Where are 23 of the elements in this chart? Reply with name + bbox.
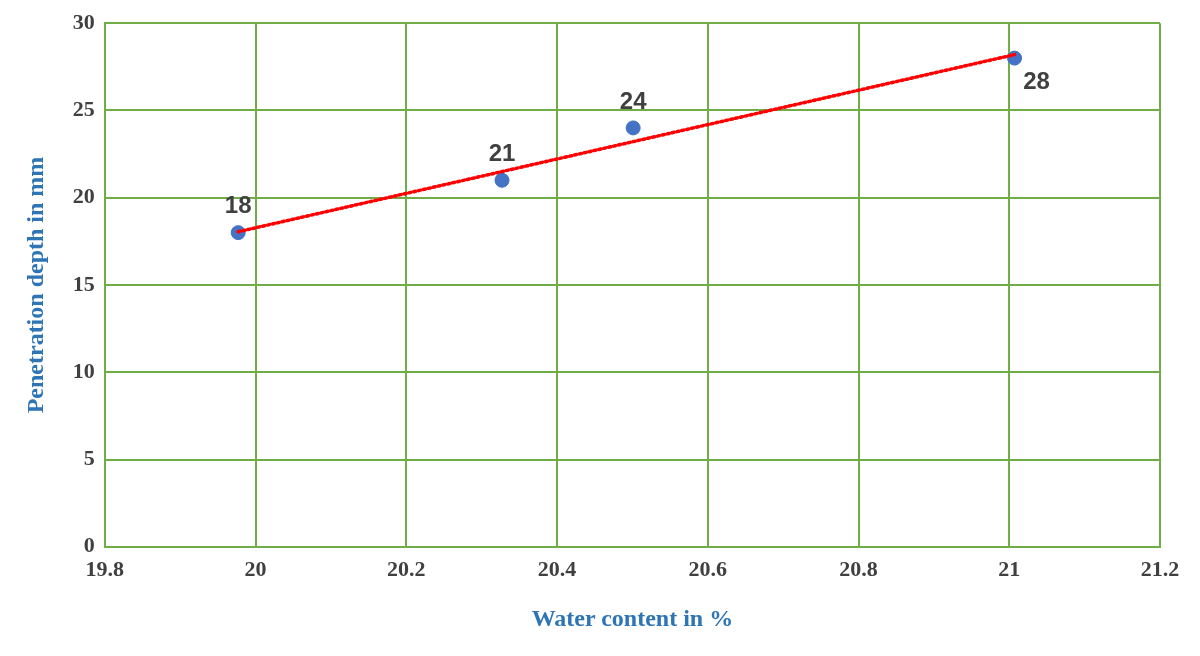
data-label: 24 <box>619 86 648 114</box>
x-axis-title: Water content in % <box>531 604 734 631</box>
x-tick-label: 21 <box>998 555 1021 581</box>
y-tick-label: 25 <box>72 96 95 122</box>
point <box>625 120 641 136</box>
x-tick-label: 20 <box>244 555 267 581</box>
point <box>494 172 510 188</box>
y-tick-label: 30 <box>72 8 95 34</box>
x-tick-label: 20.4 <box>537 555 577 581</box>
x-tick-label: 20.2 <box>387 555 426 581</box>
y-tick-label: 20 <box>72 183 95 209</box>
y-axis-title: Penetration depth in mm <box>21 156 48 414</box>
y-tick-label: 5 <box>83 445 95 471</box>
data-label: 21 <box>488 138 516 166</box>
y-tick-label: 10 <box>72 357 95 383</box>
x-tick-label: 21.2 <box>1140 555 1180 581</box>
data-label: 28 <box>1023 66 1050 94</box>
y-tick-label: 15 <box>72 270 95 296</box>
y-tick-label: 0 <box>83 532 95 558</box>
x-tick-label: 20.6 <box>688 555 728 581</box>
x-tick-label: 20.8 <box>839 555 878 581</box>
x-tick-label: 19.8 <box>85 555 125 581</box>
data-label: 18 <box>224 191 252 219</box>
